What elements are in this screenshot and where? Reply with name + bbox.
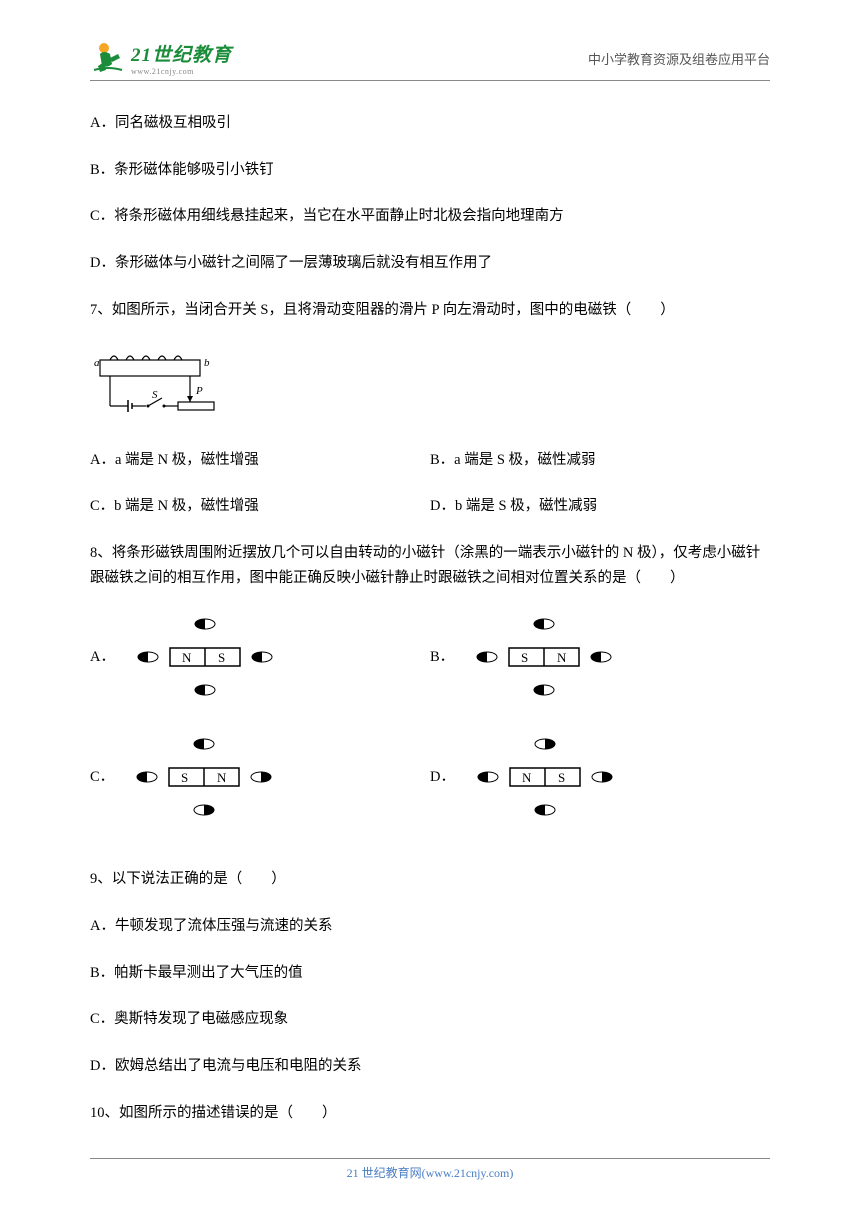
q8-option-d: D． NS bbox=[430, 732, 770, 822]
q8-option-c: C． SN bbox=[90, 732, 430, 822]
magnet-diagram-c: SN bbox=[129, 732, 279, 822]
option-a: A．同名磁极互相吸引 bbox=[90, 111, 770, 136]
logo-main-text: 21世纪教育 bbox=[131, 40, 232, 67]
q7-optd-text: D．b 端是 S 极，磁性减弱 bbox=[430, 498, 597, 514]
header-right-text: 中小学教育资源及组卷应用平台 bbox=[588, 49, 770, 68]
q8-label-a: A． bbox=[90, 645, 115, 670]
q7-opta-text: A．a 端是 N 极，磁性增强 bbox=[90, 452, 259, 468]
svg-text:b: b bbox=[204, 357, 210, 369]
q8-options: A． NS B． SN C． bbox=[90, 612, 770, 852]
svg-text:N: N bbox=[557, 650, 567, 665]
magnet-diagram-b: SN bbox=[469, 612, 619, 702]
question-7: 7、如图所示，当闭合开关 S，且将滑动变阻器的滑片 P 向左滑动时，图中的电磁铁… bbox=[90, 298, 770, 323]
option-b: B．条形磁体能够吸引小铁钉 bbox=[90, 158, 770, 183]
circuit-diagram: a b S P bbox=[90, 354, 240, 419]
q9-option-b: B．帕斯卡最早测出了大气压的值 bbox=[90, 961, 770, 986]
svg-text:P: P bbox=[195, 385, 203, 397]
svg-text:N: N bbox=[182, 650, 192, 665]
q9-option-a: A．牛顿发现了流体压强与流速的关系 bbox=[90, 914, 770, 939]
q8-label-b: B． bbox=[430, 645, 454, 670]
question-10: 10、如图所示的描述错误的是（ ） bbox=[90, 1101, 770, 1126]
logo-text-block: 21世纪教育 www.21cnjy.com bbox=[131, 40, 232, 76]
svg-text:N: N bbox=[522, 770, 532, 785]
q7-optc-text: C．b 端是 N 极，磁性增强 bbox=[90, 498, 259, 514]
q7-option-a: A．a 端是 N 极，磁性增强 bbox=[90, 448, 430, 473]
q8-option-b: B． SN bbox=[430, 612, 770, 702]
svg-text:S: S bbox=[181, 770, 188, 785]
option-d: D．条形磁体与小磁针之间隔了一层薄玻璃后就没有相互作用了 bbox=[90, 251, 770, 276]
svg-text:a: a bbox=[94, 357, 100, 369]
option-c: C．将条形磁体用细线悬挂起来，当它在水平面静止时北极会指向地理南方 bbox=[90, 204, 770, 229]
logo: 21世纪教育 www.21cnjy.com bbox=[90, 40, 232, 76]
q7-optb-text: B．a 端是 S 极，磁性减弱 bbox=[430, 452, 596, 468]
q7-options-row1: A．a 端是 N 极，磁性增强 B．a 端是 S 极，磁性减弱 bbox=[90, 448, 770, 473]
document-content: A．同名磁极互相吸引 B．条形磁体能够吸引小铁钉 C．将条形磁体用细线悬挂起来，… bbox=[90, 111, 770, 1125]
q7-option-d: D．b 端是 S 极，磁性减弱 bbox=[430, 494, 770, 519]
svg-text:S: S bbox=[218, 650, 225, 665]
q8-option-a: A． NS bbox=[90, 612, 430, 702]
q7-option-c: C．b 端是 N 极，磁性增强 bbox=[90, 494, 430, 519]
svg-text:S: S bbox=[521, 650, 528, 665]
svg-text:N: N bbox=[217, 770, 227, 785]
q9-option-c: C．奥斯特发现了电磁感应现象 bbox=[90, 1007, 770, 1032]
logo-icon bbox=[90, 40, 126, 76]
q9-option-d: D．欧姆总结出了电流与电压和电阻的关系 bbox=[90, 1054, 770, 1079]
svg-text:S: S bbox=[558, 770, 565, 785]
q8-label-c: C． bbox=[90, 765, 114, 790]
page-footer: 21 世纪教育网(www.21cnjy.com) bbox=[90, 1158, 770, 1181]
question-9: 9、以下说法正确的是（ ） bbox=[90, 867, 770, 892]
page-header: 21世纪教育 www.21cnjy.com 中小学教育资源及组卷应用平台 bbox=[90, 40, 770, 81]
question-8: 8、将条形磁铁周围附近摆放几个可以自由转动的小磁针（涂黑的一端表示小磁针的 N … bbox=[90, 541, 770, 590]
q7-options-row2: C．b 端是 N 极，磁性增强 D．b 端是 S 极，磁性减弱 bbox=[90, 494, 770, 519]
svg-text:S: S bbox=[152, 389, 158, 401]
q7-option-b: B．a 端是 S 极，磁性减弱 bbox=[430, 448, 770, 473]
magnet-diagram-a: NS bbox=[130, 612, 280, 702]
q8-label-d: D． bbox=[430, 765, 455, 790]
logo-sub-text: www.21cnjy.com bbox=[131, 67, 232, 76]
magnet-diagram-d: NS bbox=[470, 732, 620, 822]
